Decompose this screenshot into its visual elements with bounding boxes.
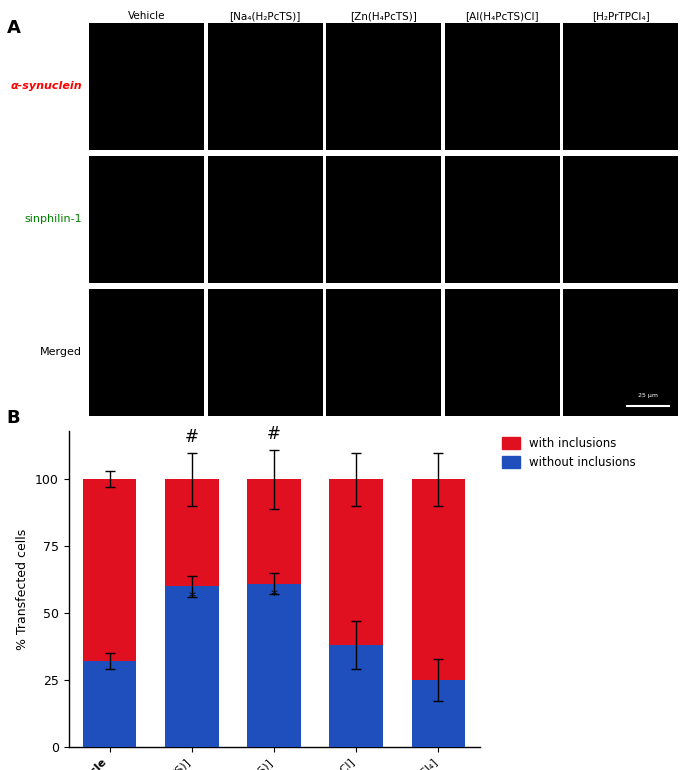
Bar bbox=[165, 480, 219, 587]
Text: [Al(H₄PcTS)Cl]: [Al(H₄PcTS)Cl] bbox=[465, 11, 539, 21]
Legend: with inclusions, without inclusions: with inclusions, without inclusions bbox=[502, 437, 636, 469]
Bar bbox=[83, 480, 136, 661]
Text: Merged: Merged bbox=[40, 347, 82, 357]
Text: [Zn(H₄PcTS)]: [Zn(H₄PcTS)] bbox=[350, 11, 417, 21]
Text: [Na₄(H₂PcTS)]: [Na₄(H₂PcTS)] bbox=[229, 11, 301, 21]
Bar bbox=[83, 661, 136, 747]
Bar bbox=[329, 645, 383, 747]
Bar bbox=[412, 480, 465, 680]
Text: [H₂PrTPCl₄]: [H₂PrTPCl₄] bbox=[592, 11, 649, 21]
Text: #: # bbox=[185, 428, 199, 446]
Bar bbox=[165, 587, 219, 747]
Text: *: * bbox=[188, 591, 195, 604]
Y-axis label: % Transfected cells: % Transfected cells bbox=[16, 528, 29, 650]
Text: sinphilin-1: sinphilin-1 bbox=[25, 215, 82, 224]
Text: #: # bbox=[267, 425, 281, 444]
Text: *: * bbox=[271, 588, 277, 601]
Text: B: B bbox=[7, 410, 21, 427]
Bar bbox=[329, 480, 383, 645]
Bar bbox=[412, 680, 465, 747]
Text: α-synuclein: α-synuclein bbox=[10, 82, 82, 92]
Bar bbox=[247, 480, 301, 584]
Bar bbox=[247, 584, 301, 747]
Text: Vehicle: Vehicle bbox=[128, 11, 165, 21]
Text: 25 μm: 25 μm bbox=[638, 393, 658, 398]
Text: A: A bbox=[7, 19, 21, 37]
